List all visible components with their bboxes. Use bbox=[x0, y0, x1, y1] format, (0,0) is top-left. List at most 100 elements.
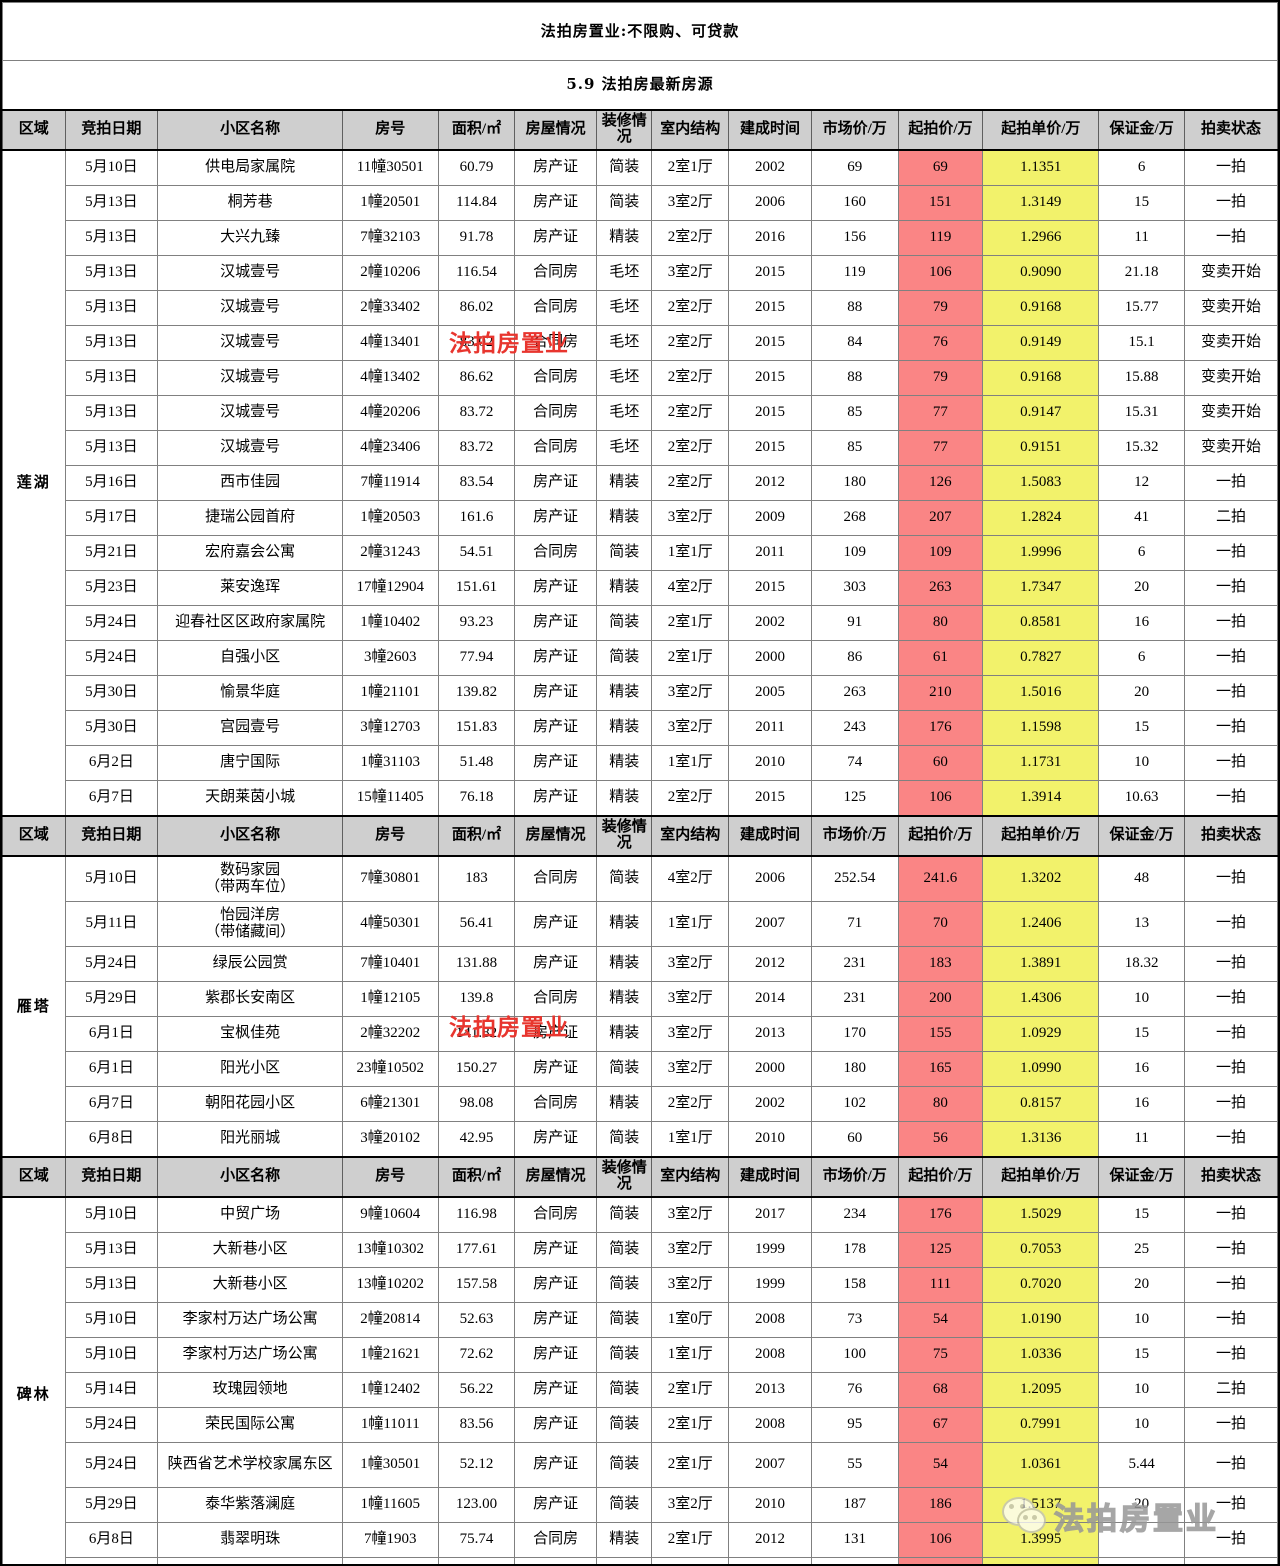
column-header-8: 建成时间 bbox=[728, 109, 812, 151]
cell-market-price: 102 bbox=[810, 1086, 899, 1122]
cell-market-price: 55 bbox=[810, 1442, 899, 1488]
table-row: 6月1日 宝枫佳苑 2幢32202 141.82 房产证 精装 3室2厅 2013 170 155… bbox=[3, 1016, 1278, 1052]
cell-auction-status: 一拍 bbox=[1183, 855, 1278, 902]
cell-auction-status: 一拍 bbox=[1183, 1086, 1278, 1122]
cell-unit-price: 1.3914 bbox=[982, 780, 1100, 817]
cell-certificate: 合同房 bbox=[514, 360, 598, 396]
column-header-12: 保证金/万 bbox=[1098, 815, 1185, 857]
cell-layout: 3室2厅 bbox=[651, 981, 730, 1017]
table-row: 6月7日 天朗莱茵小城 15幢11405 76.18 房产证 精装 2室2厅 2015 125 1… bbox=[3, 780, 1278, 817]
cell-unit-price: 1.3891 bbox=[982, 946, 1100, 982]
cell-auction-status: 一拍 bbox=[1183, 185, 1278, 221]
cell-date: 5月10日 bbox=[64, 855, 159, 902]
cell-decoration: 精装 bbox=[596, 500, 653, 536]
cell-auction-status: 一拍 bbox=[1183, 745, 1278, 781]
cell-area: 183 bbox=[437, 855, 516, 902]
cell-area: 116.98 bbox=[437, 1196, 516, 1233]
cell-area: 54.51 bbox=[437, 535, 516, 571]
cell-auction-status: 一拍 bbox=[1183, 220, 1278, 256]
cell-area: 161.6 bbox=[437, 500, 516, 536]
cell-deposit: 16 bbox=[1098, 605, 1185, 641]
cell-unit-price: 0.7827 bbox=[982, 640, 1100, 676]
table-row: 5月13日 汉城壹号 4幢13402 86.62 合同房 毛坯 2室2厅 2015 88 79 0.… bbox=[3, 360, 1278, 396]
cell-starting-price: 106 bbox=[897, 1522, 984, 1558]
cell-unit-price: 1.9996 bbox=[982, 535, 1100, 571]
column-header-3: 房号 bbox=[341, 1156, 439, 1198]
cell-unit-number: 15幢11405 bbox=[341, 780, 439, 817]
cell-certificate: 房产证 bbox=[514, 185, 598, 221]
cell-build-year: 2012 bbox=[728, 465, 812, 501]
cell-deposit: 20 bbox=[1098, 570, 1185, 606]
cell-date: 5月29日 bbox=[64, 1487, 159, 1523]
cell-build-year: 1999 bbox=[728, 1267, 812, 1303]
cell-unit-price: 0.9151 bbox=[982, 430, 1100, 466]
cell-starting-price: 119 bbox=[897, 220, 984, 256]
cell-community-name: 泰华紫落澜庭 bbox=[157, 1487, 343, 1523]
cell-area: 68.95 bbox=[437, 1557, 516, 1564]
cell-unit-number: 2幢33402 bbox=[341, 290, 439, 326]
cell-market-price: 231 bbox=[810, 981, 899, 1017]
cell-date: 5月24日 bbox=[64, 605, 159, 641]
cell-unit-number: 1幢12105 bbox=[341, 981, 439, 1017]
cell-deposit: 15.88 bbox=[1098, 360, 1185, 396]
cell-auction-status: 一拍 bbox=[1183, 1442, 1278, 1488]
cell-community-name: 莱安逸珲 bbox=[157, 570, 343, 606]
cell-area: 151.83 bbox=[437, 710, 516, 746]
cell-market-price: 117 bbox=[810, 1557, 899, 1564]
cell-unit-number: 2幢10206 bbox=[341, 255, 439, 291]
cell-market-price: 131 bbox=[810, 1522, 899, 1558]
cell-unit-price: 1.1598 bbox=[982, 710, 1100, 746]
cell-date: 6月1日 bbox=[64, 1051, 159, 1087]
cell-certificate: 合同房 bbox=[514, 255, 598, 291]
cell-market-price: 234 bbox=[810, 1196, 899, 1233]
table-row: 5月24日 绿辰公园赏 7幢10401 131.88 房产证 精装 3室2厅 2012 231 1… bbox=[3, 946, 1278, 982]
cell-certificate: 房产证 bbox=[514, 1016, 598, 1052]
cell-certificate: 合同房 bbox=[514, 395, 598, 431]
cell-date: 5月30日 bbox=[64, 710, 159, 746]
cell-area: 83.72 bbox=[437, 430, 516, 466]
cell-unit-price: 1.1351 bbox=[982, 149, 1100, 186]
cell-market-price: 119 bbox=[810, 255, 899, 291]
cell-starting-price: 75 bbox=[897, 1337, 984, 1373]
cell-unit-price: 1.1731 bbox=[982, 745, 1100, 781]
cell-starting-price: 79 bbox=[897, 360, 984, 396]
banner-title-sub: 5.9 法拍房最新房源 bbox=[2, 60, 1278, 111]
column-header-5: 房屋情况 bbox=[514, 815, 598, 857]
column-header-0: 区域 bbox=[2, 1156, 66, 1198]
cell-unit-price: 0.8581 bbox=[982, 605, 1100, 641]
cell-certificate: 房产证 bbox=[514, 149, 598, 186]
cell-deposit: 12 bbox=[1098, 465, 1185, 501]
cell-unit-price: 1.4306 bbox=[982, 981, 1100, 1017]
cell-decoration: 精装 bbox=[596, 570, 653, 606]
cell-auction-status: 一拍 bbox=[1183, 710, 1278, 746]
cell-unit-price: 0.9090 bbox=[982, 255, 1100, 291]
cell-build-year: 2012 bbox=[728, 946, 812, 982]
cell-build-year: 2006 bbox=[728, 185, 812, 221]
cell-auction-status: 一拍 bbox=[1183, 570, 1278, 606]
cell-decoration: 毛坯 bbox=[596, 395, 653, 431]
cell-decoration: 简装 bbox=[596, 1407, 653, 1443]
cell-unit-price: 1.5016 bbox=[982, 675, 1100, 711]
cell-date: 5月10日 bbox=[64, 1302, 159, 1338]
column-header-4: 面积/㎡ bbox=[437, 815, 516, 857]
cell-unit-price: 0.7053 bbox=[982, 1232, 1100, 1268]
cell-build-year: 2011 bbox=[728, 535, 812, 571]
cell-build-year: 2016 bbox=[728, 220, 812, 256]
column-header-3: 房号 bbox=[341, 815, 439, 857]
cell-market-price: 156 bbox=[810, 220, 899, 256]
cell-auction-status: 变卖开始 bbox=[1183, 255, 1278, 291]
cell-unit-number: 1幢11011 bbox=[341, 1407, 439, 1443]
cell-auction-status: 一拍 bbox=[1183, 946, 1278, 982]
column-header-1: 竞拍日期 bbox=[64, 815, 159, 857]
cell-community-name: 数码家园 （带两车位） bbox=[157, 855, 343, 902]
cell-auction-status: 一拍 bbox=[1183, 605, 1278, 641]
table-row: 5月10日 李家村万达广场公寓 1幢21621 72.62 房产证 简装 1室1厅 2008 1… bbox=[3, 1337, 1278, 1373]
cell-starting-price: 165 bbox=[897, 1051, 984, 1087]
cell-unit-price: 0.7020 bbox=[982, 1267, 1100, 1303]
cell-unit-number: 7幢1903 bbox=[341, 1522, 439, 1558]
cell-auction-status: 变卖开始 bbox=[1183, 430, 1278, 466]
cell-date: 5月11日 bbox=[64, 901, 159, 947]
cell-date: 5月14日 bbox=[64, 1372, 159, 1408]
cell-market-price: 73 bbox=[810, 1302, 899, 1338]
cell-decoration: 精装 bbox=[596, 220, 653, 256]
